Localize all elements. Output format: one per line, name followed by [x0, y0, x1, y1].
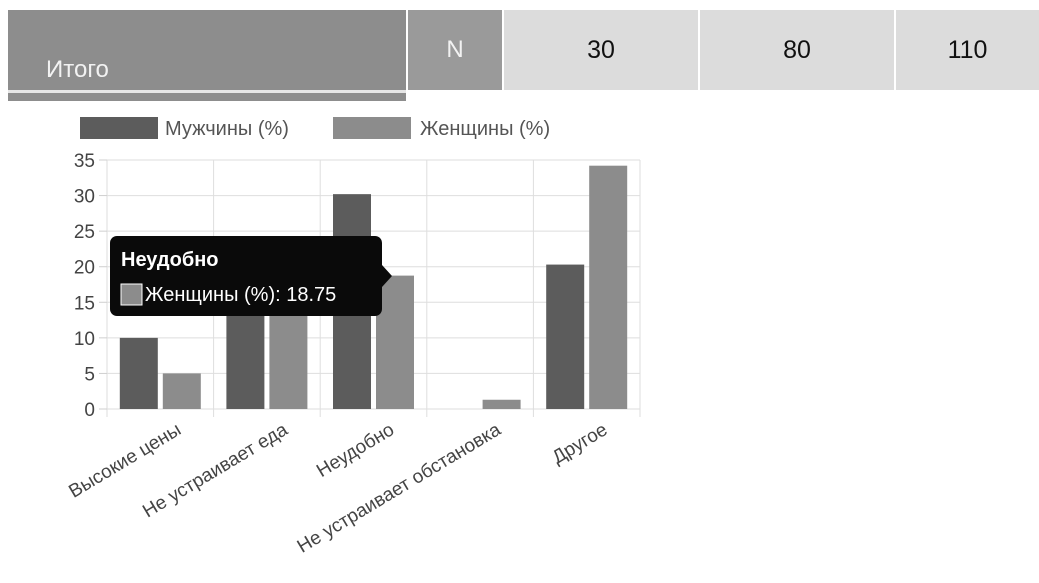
summary-table-row: Итого N 30 80 110: [8, 10, 1039, 90]
value-cell-2: 80: [700, 10, 894, 90]
value-2: 80: [783, 35, 811, 64]
x-tick-label: Неудобно: [313, 419, 398, 482]
y-tick-label: 25: [74, 222, 95, 243]
y-tick-label: 5: [84, 364, 95, 385]
value-1: 30: [587, 35, 615, 64]
total-cell-extension: [8, 90, 406, 101]
n-label-cell: N: [408, 10, 502, 90]
value-cell-3: 110: [896, 10, 1039, 90]
tooltip-arrow: [382, 265, 392, 287]
legend-swatch-men[interactable]: [80, 117, 158, 139]
tooltip-title: Неудобно: [121, 249, 219, 271]
value-3: 110: [947, 35, 988, 64]
legend-swatch-women[interactable]: [333, 117, 411, 139]
tooltip-text: Женщины (%): 18.75: [145, 284, 336, 306]
legend-label-men[interactable]: Мужчины (%): [165, 118, 289, 140]
bar-women-2[interactable]: [376, 275, 414, 409]
y-tick-label: 10: [74, 329, 95, 350]
y-tick-label: 20: [74, 258, 95, 279]
x-tick-label: Другое: [549, 419, 612, 468]
legend[interactable]: Мужчины (%) Женщины (%): [80, 117, 550, 140]
bar-women-0[interactable]: [162, 373, 201, 409]
y-tick-label: 35: [74, 151, 95, 172]
chart-bars[interactable]: [119, 165, 628, 409]
y-tick-label: 0: [84, 400, 95, 421]
tooltip-background: [110, 236, 382, 316]
chart-tooltip: Неудобно Женщины (%): 18.75: [110, 236, 392, 316]
bar-men-0[interactable]: [119, 337, 158, 409]
tooltip-swatch: [120, 283, 143, 306]
legend-label-women[interactable]: Женщины (%): [420, 118, 550, 140]
bar-men-4[interactable]: [546, 264, 585, 409]
n-label: N: [446, 36, 464, 63]
bar-women-4[interactable]: [589, 165, 628, 409]
total-label-cell: Итого: [8, 10, 406, 90]
y-tick-label: 15: [74, 293, 95, 314]
x-tick-label: Не устраивает обстановка: [294, 419, 505, 557]
total-label: Итого: [46, 56, 109, 83]
bar-women-3[interactable]: [482, 399, 521, 409]
value-cell-1: 30: [504, 10, 698, 90]
y-tick-label: 30: [74, 187, 95, 208]
